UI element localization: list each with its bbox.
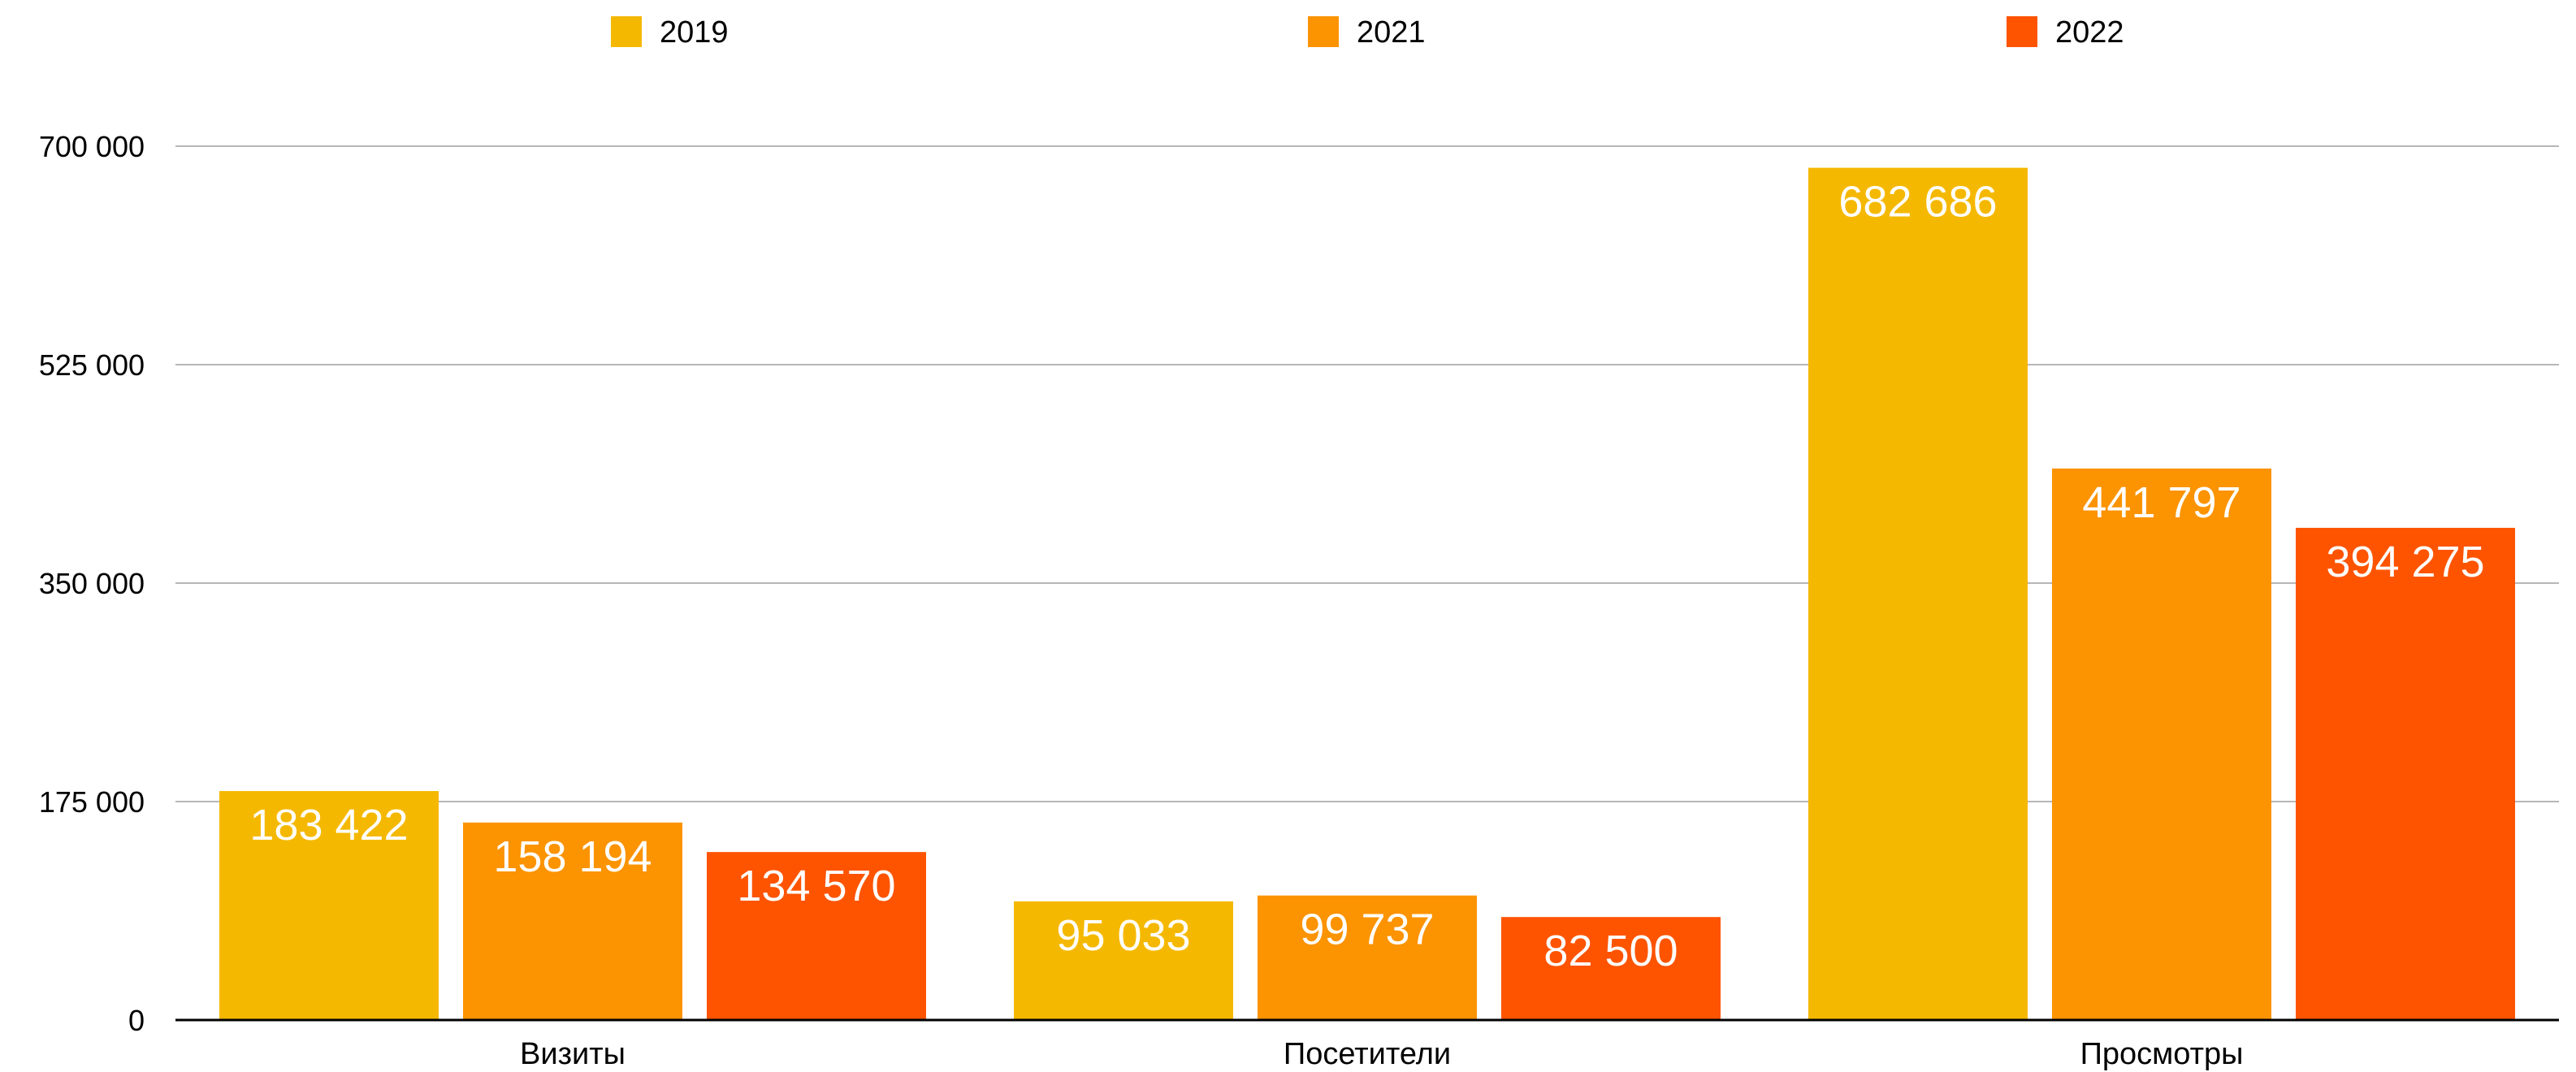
x-axis: Визиты Посетители Просмотры (175, 1018, 2559, 1071)
bar (219, 791, 439, 1020)
legend-swatch (1308, 16, 1339, 47)
category-label: Просмотры (2080, 1037, 2244, 1071)
bar (1258, 895, 1477, 1020)
data-label: 158 194 (493, 832, 652, 881)
bar (2296, 527, 2515, 1020)
data-label: 441 797 (2082, 478, 2240, 527)
legend-item: 2022 (2007, 15, 2124, 50)
bar (1014, 901, 1233, 1020)
legend-label: 2022 (2055, 15, 2124, 50)
y-tick-label: 350 000 (39, 567, 145, 600)
data-label: 82 500 (1543, 927, 1678, 975)
legend-swatch (611, 16, 642, 47)
bars (219, 167, 2515, 1020)
data-label: 394 275 (2326, 538, 2484, 586)
data-label: 183 422 (249, 801, 408, 849)
legend-item: 2019 (611, 15, 729, 50)
y-tick-label: 175 000 (39, 785, 145, 819)
bar (707, 852, 926, 1020)
category-label: Визиты (520, 1037, 626, 1071)
data-label: 99 737 (1300, 906, 1434, 954)
data-label: 134 570 (737, 862, 895, 910)
y-tick-label: 700 000 (39, 130, 145, 163)
y-axis-tick-labels: 0 175 000 350 000 525 000 700 000 (39, 130, 145, 1037)
bar (463, 822, 682, 1020)
category-label: Посетители (1284, 1037, 1451, 1071)
y-tick-label: 525 000 (39, 348, 145, 382)
legend-label: 2021 (1357, 15, 1426, 50)
bar (1808, 167, 2028, 1020)
data-label: 95 033 (1056, 911, 1190, 960)
legend-swatch (2007, 16, 2037, 47)
legend-label: 2019 (660, 15, 729, 50)
data-labels: 183 422 158 194 134 570 95 033 99 737 82 500 6… (249, 178, 2484, 976)
y-tick-label: 0 (128, 1004, 145, 1037)
bar (1501, 917, 1721, 1020)
data-label: 682 686 (1838, 178, 1997, 227)
bar (2052, 468, 2271, 1020)
legend-item: 2021 (1308, 15, 1426, 50)
legend: 2019 2021 2022 (611, 15, 2124, 50)
